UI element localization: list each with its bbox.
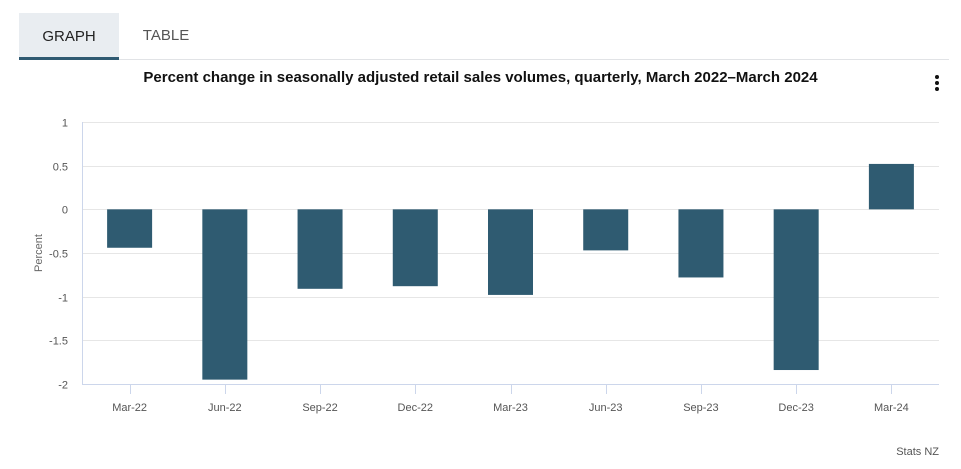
- y-tick-label: -1.5: [49, 336, 68, 348]
- bar-sep-22[interactable]: [297, 209, 343, 289]
- x-tick-label: Mar-22: [112, 402, 147, 414]
- bar-dec-22[interactable]: [392, 209, 438, 287]
- menu-dot: [935, 81, 939, 85]
- y-tick-label: -1: [58, 293, 68, 305]
- chart-title: Percent change in seasonally adjusted re…: [143, 69, 818, 86]
- x-tick-label: Sep-22: [302, 402, 337, 414]
- source-credit: Stats NZ: [896, 446, 939, 458]
- y-axis-label: Percent: [33, 234, 45, 272]
- y-tick-labels: 1 0.5 0 -0.5 -1 -1.5 -2: [49, 118, 68, 392]
- bar-dec-23[interactable]: [773, 209, 819, 371]
- bar-mar-23[interactable]: [488, 209, 533, 295]
- tab-graph[interactable]: GRAPH: [19, 13, 119, 60]
- axes: [82, 122, 939, 394]
- y-tick-label: -2: [58, 380, 68, 392]
- y-tick-label: -0.5: [49, 249, 68, 261]
- tab-table[interactable]: TABLE: [142, 27, 190, 44]
- y-tick-label: 0: [62, 205, 68, 217]
- kebab-menu-icon[interactable]: [930, 72, 944, 94]
- x-tick-labels: Mar-22 Jun-22 Sep-22 Dec-22 Mar-23 Jun-23 Sep-…: [112, 402, 909, 414]
- view-tabs: GRAPH TABLE: [19, 13, 949, 60]
- y-tick-label: 0.5: [53, 162, 68, 174]
- x-tick-label: Jun-22: [208, 402, 242, 414]
- menu-dot: [935, 75, 939, 79]
- bar-sep-23[interactable]: [678, 209, 724, 278]
- bar-mar-22[interactable]: [107, 209, 153, 248]
- menu-dot: [935, 87, 939, 91]
- x-tick-label: Mar-23: [493, 402, 528, 414]
- x-tick-label: Sep-23: [683, 402, 718, 414]
- x-tick-label: Mar-24: [874, 402, 909, 414]
- bar-mar-24[interactable]: [868, 163, 914, 210]
- bars: [107, 163, 914, 380]
- x-tick-label: Dec-23: [778, 402, 813, 414]
- x-tick-label: Jun-23: [589, 402, 623, 414]
- y-tick-label: 1: [62, 118, 68, 130]
- x-tick-label: Dec-22: [398, 402, 433, 414]
- bar-jun-22[interactable]: [202, 209, 248, 380]
- bar-jun-23[interactable]: [583, 209, 629, 251]
